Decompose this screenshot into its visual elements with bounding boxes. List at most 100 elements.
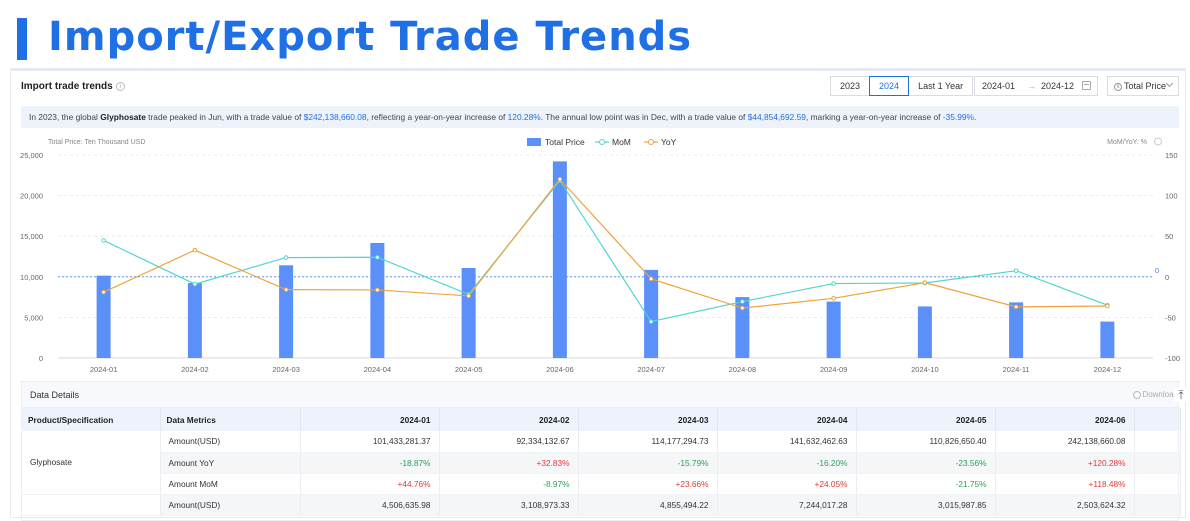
value-cell: -18.87% [300,452,440,474]
value-cell-spacer [1134,452,1181,474]
bar [826,301,841,358]
legend-swatch-marker [599,139,605,145]
value-cell: +44.76% [300,473,440,495]
year-button-last-1-year[interactable]: Last 1 Year [908,76,974,96]
value-cell: 141,632,462.63 [717,431,857,453]
back-to-top-icon[interactable]: ⤒ [1174,388,1188,402]
series-point [375,287,380,293]
year-button-2024[interactable]: 2024 [869,76,910,96]
series-point [283,287,289,292]
series-point [740,305,745,311]
x-tick-label: 2024-11 [1003,365,1030,374]
value-cell: 3,015,987.85 [856,494,996,516]
date-start[interactable]: 2024-01 [982,81,1016,91]
value-cell: 2,503,624.32 [995,494,1135,516]
value-cell: 92,334,132.67 [439,431,579,453]
date-end[interactable]: 2024-12 [1041,81,1075,91]
info-icon[interactable]: i [115,81,125,91]
y2-tick-label: 0 [1165,273,1169,282]
bar [917,306,932,358]
download-label: Download [1142,390,1178,399]
trade-trend-chart: Total Price: Ten Thousand USD MoM/YoY: % 0… [20,137,1180,374]
table-header-row: Product/Specification Data Metrics 2024-… [22,408,1181,431]
banner-accent-bar [17,18,27,60]
metric-cell: Amount(USD) [160,494,301,516]
x-tick-label: 2024-04 [364,365,392,374]
table-row: Amount(USD) 4,506,635.98 3,108,973.33 4,… [22,494,1181,516]
value-cell: 110,826,650.40 [856,431,996,453]
value-cell: 4,855,494.22 [578,494,718,516]
summary-product: Glyphosate [100,112,146,122]
series-line [103,179,1108,323]
bar [735,297,750,358]
bar [644,269,659,358]
bar [96,275,111,358]
series-point [740,299,745,304]
column-header: 2024-06 [995,408,1135,431]
series-point [648,276,654,282]
trend-summary: In 2023, the global Glyphosate trade pea… [21,106,1179,128]
legend-label: YoY [661,137,677,147]
metric-select[interactable]: i Total Price [1107,76,1179,96]
summary-text: In 2023, the global [29,112,101,122]
x-tick-label: 2024-06 [546,365,574,374]
y2-tick-label: -50 [1165,313,1176,322]
metric-cell: Amount(USD) [160,431,301,453]
series-point [557,176,563,182]
summary-text: . The annual low point was in Dec, with … [540,112,748,122]
series-point [101,289,106,295]
value-cell-spacer [1134,473,1181,495]
bar [1009,302,1024,358]
series-point [192,247,198,253]
data-details-header: Data Details Download ⤒ [22,382,1188,408]
metric-cell: Amount MoM [160,473,301,495]
zero-reference-label: 0 [1155,266,1159,275]
chevron-down-icon [1165,79,1174,88]
y-tick-label: 25,000 [20,151,43,160]
summary-text: , reflecting a year-on-year increase of [366,112,508,122]
right-axis-title: MoM/YoY: % [1107,139,1147,146]
value-cell: +118.48% [995,473,1135,495]
column-header: Product/Specification [22,408,161,431]
legend-label: Total Price [545,137,585,147]
series-point [375,254,380,260]
year-selector: 2023 2024 Last 1 Year [830,76,974,96]
date-range-picker[interactable]: 2024-01 → 2024-12 [974,76,1098,96]
x-tick-label: 2024-09 [820,365,848,374]
bar [1100,321,1115,358]
summary-peak-yoy: 120.28% [507,112,541,122]
bar [552,161,567,358]
table-row: Amount YoY -18.87% +32.83% -15.79% -16.2… [22,452,1181,474]
value-cell-spacer [1134,431,1181,453]
date-arrow-icon: → [1027,81,1036,91]
legend-swatch-marker [648,139,654,145]
column-header: 2024-03 [578,408,718,431]
year-button-2023[interactable]: 2023 [830,76,871,96]
series-point [1013,304,1019,310]
x-tick-label: 2024-12 [1094,365,1122,374]
value-cell: 3,108,973.33 [439,494,579,516]
y2-tick-label: -100 [1165,354,1180,363]
bar [279,265,294,358]
y-tick-label: 20,000 [20,192,43,201]
x-tick-label: 2024-01 [90,365,118,374]
value-cell-spacer [1134,494,1181,516]
info-icon: i [1114,82,1122,91]
bar [370,242,385,358]
download-button[interactable]: Download [1133,382,1178,408]
table-row: Glyphosate Amount(USD) 101,433,281.37 92… [22,431,1181,495]
series-point [283,255,289,260]
column-header: 2024-02 [439,408,579,431]
value-cell: +24.05% [717,473,857,495]
column-header: 2024-01 [300,408,440,431]
value-cell: -15.79% [578,452,718,474]
bar [187,283,202,358]
calendar-icon[interactable] [1082,81,1091,90]
series-point [1105,303,1110,309]
y-tick-label: 10,000 [20,273,43,282]
series-point [648,319,654,324]
panel-title: Import trade trends i [21,81,125,92]
column-header: Data Metrics [160,408,301,431]
metric-cell: Amount YoY [160,452,301,474]
download-icon [1133,390,1142,399]
